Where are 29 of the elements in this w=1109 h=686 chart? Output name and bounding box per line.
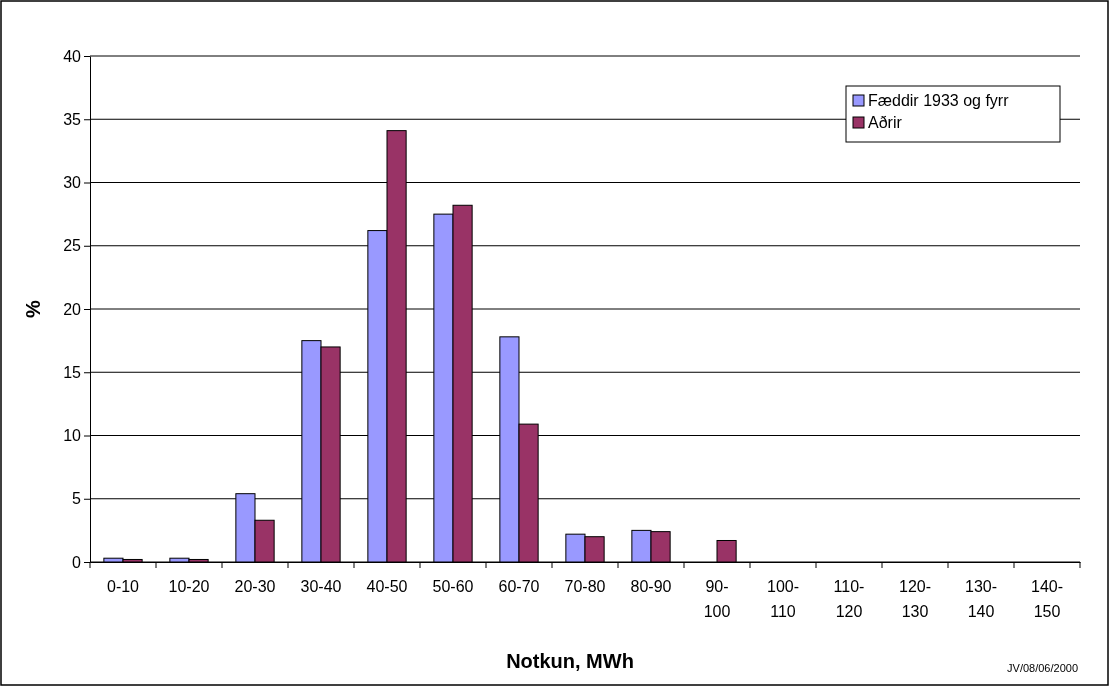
y-tick-label: 40	[63, 47, 82, 65]
x-axis-title: Notkun, MWh	[506, 650, 634, 672]
x-tick-label: 110-120	[833, 578, 865, 620]
y-tick-label: 35	[63, 110, 82, 128]
x-tick-label: 90-100	[703, 578, 731, 620]
x-tick-label: 130-140	[964, 578, 998, 620]
x-tick-label: 30-40	[300, 578, 342, 595]
y-tick-label: 25	[63, 237, 82, 255]
x-tick-label: 10-20	[168, 578, 210, 595]
x-tick-label: 0-10	[106, 578, 140, 595]
y-axis-title: %	[22, 299, 44, 318]
y-tick-label: 15	[63, 363, 82, 381]
y-tick-label: 10	[63, 427, 82, 445]
x-tick-label: 80-90	[630, 578, 672, 595]
legend-label: Aðrir	[868, 114, 903, 131]
x-tick-label: 40-50	[366, 578, 408, 595]
y-tick-label: 20	[63, 300, 82, 318]
legend-label: Fæddir 1933 og fyrr	[868, 92, 1010, 109]
x-tick-label: 60-70	[498, 578, 540, 595]
text: JV/08/06/2000	[1007, 662, 1078, 674]
x-tick-label: 50-60	[432, 578, 474, 595]
x-tick-label: 100-110	[766, 578, 800, 620]
y-tick-label: 5	[72, 490, 82, 508]
x-tick-label: 140-150	[1030, 578, 1064, 620]
x-tick-label: 20-30	[234, 578, 276, 595]
x-tick-label: 70-80	[564, 578, 606, 595]
x-tick-label: 120-130	[898, 578, 932, 620]
y-tick-label: 0	[72, 553, 82, 571]
y-tick-label: 30	[63, 174, 82, 192]
